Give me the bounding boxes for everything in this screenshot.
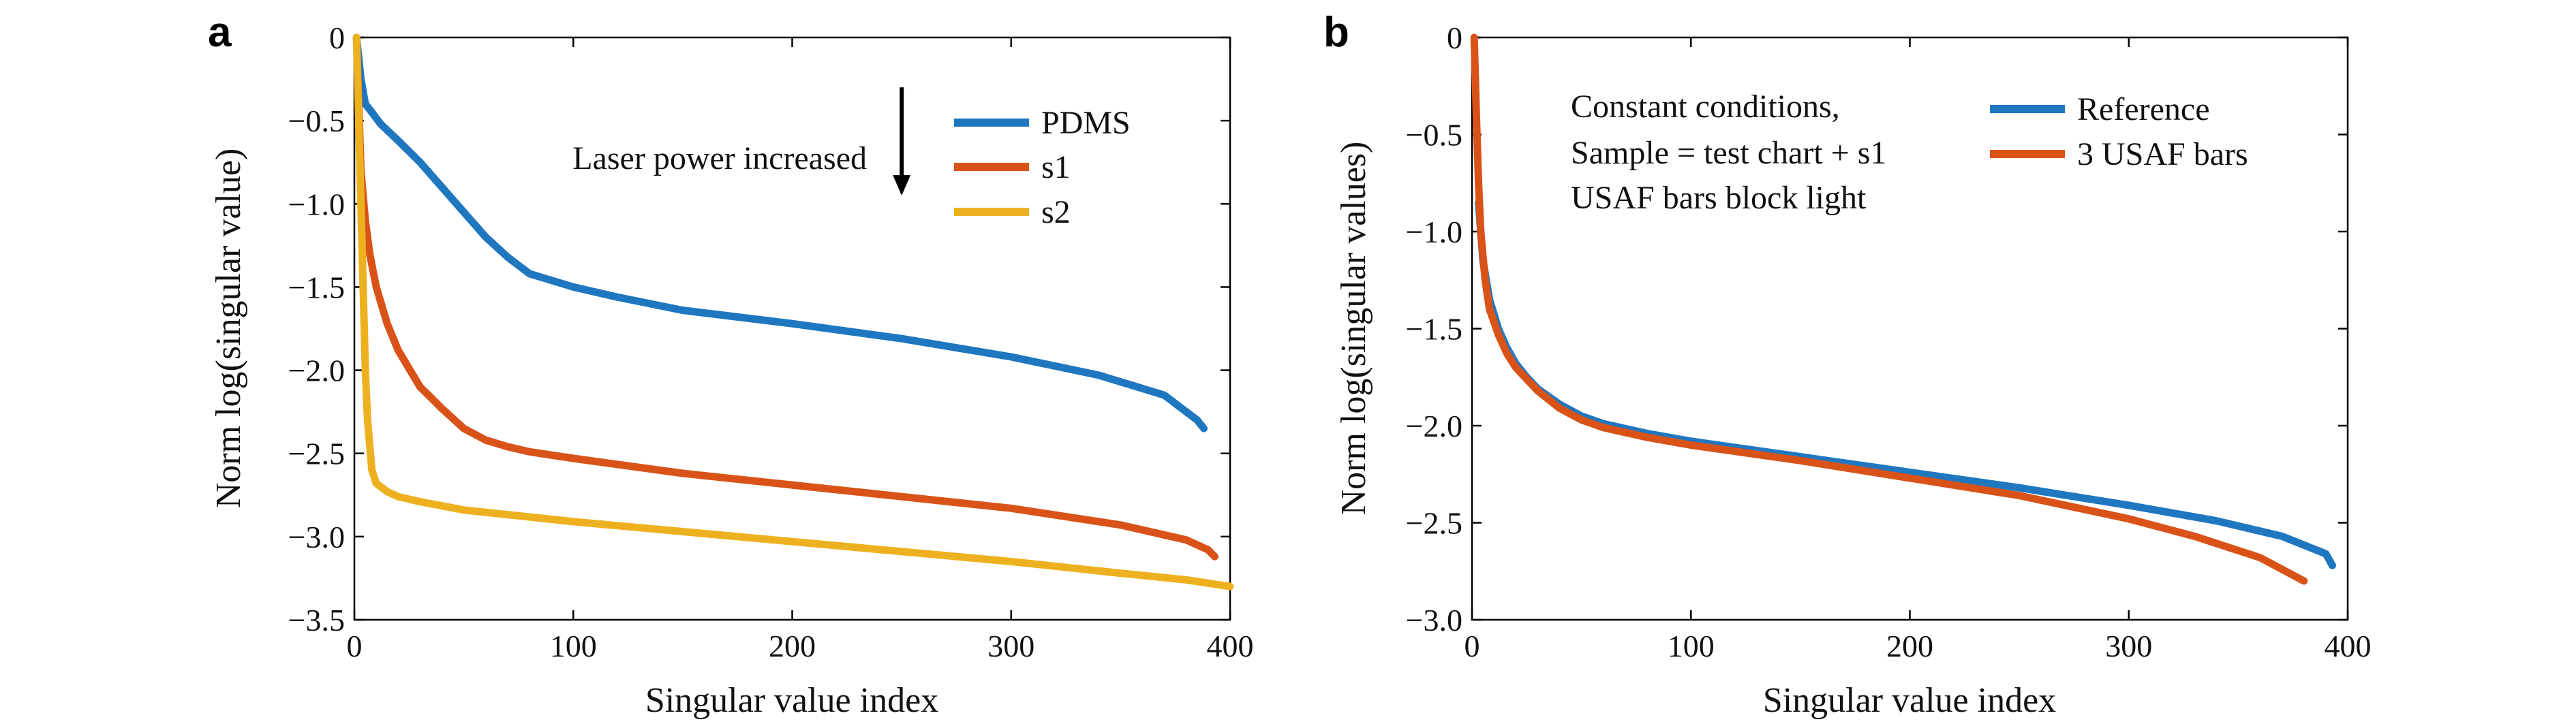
panel-b-series-line-3-usaf-bars [1470, 33, 2308, 585]
panel-b-x-tick-label: 300 [2105, 629, 2152, 663]
panel-b-annotation-line-3: USAF bars block light [1571, 180, 1867, 216]
panel-b-y-tick-label: −1.5 [1406, 312, 1462, 347]
panel-b-annotation-line-1: Constant conditions, [1571, 89, 1840, 125]
panel-b-series-line-reference [1475, 198, 2336, 569]
panel-a-annotation-arrow [893, 87, 911, 196]
panel-a-series [352, 33, 1234, 591]
panel-a-y-tick-label: −3.5 [288, 603, 345, 638]
panel-b-annotation-line-2: Sample = test chart + s1 [1571, 135, 1886, 171]
panel-b-y-tick-label: 0 [1447, 20, 1462, 55]
panel-b-y-tick-label: −0.5 [1406, 118, 1462, 153]
panel-b-x-axis-label: Singular value index [1763, 681, 2056, 720]
legend-item-s1: s1 [954, 149, 1071, 185]
panel-a-y-tick-label: 0 [329, 20, 345, 55]
legend-label-s1: s1 [1041, 149, 1071, 185]
legend-label-s2: s2 [1041, 194, 1071, 230]
panel-a-y-tick-label: −0.5 [288, 104, 345, 138]
legend-label-3-usaf-bars: 3 USAF bars [2077, 136, 2248, 172]
panel-a-y-tick-label: −3.0 [288, 520, 345, 554]
panel-a-y-tick-label: −1.0 [288, 187, 345, 221]
panel-a-series-line-s1 [352, 33, 1218, 561]
panel-a-y-axis-label: Norm log(singular value) [209, 148, 248, 509]
panel-a-y-tick-label: −2.5 [288, 437, 345, 471]
legend-label-pdms: PDMS [1041, 105, 1131, 141]
panel-b-y-tick-label: −2.0 [1406, 409, 1462, 443]
panel-a-x-tick-label: 200 [769, 629, 816, 663]
chart-panel-a: a 0 100 200 300 400 0 −0.5 −1.0 −1.5 −2.0 −2.5 −3.0… [208, 9, 1254, 720]
panel-b-y-tick-label: −2.5 [1406, 506, 1462, 541]
legend-item-reference: Reference [1990, 91, 2210, 127]
panel-b-plot-frame [1471, 36, 2349, 621]
panel-a-x-tick-label: 400 [1207, 629, 1254, 663]
panel-b-x-tick-label: 100 [1668, 629, 1715, 663]
panel-b-x-tick-label: 400 [2325, 629, 2372, 663]
panel-b-ticks: 0 100 200 300 400 0 −0.5 −1.0 −1.5 −2.0 −2.5 −3.0 [1406, 20, 2372, 663]
panel-b-x-tick-label: 0 [1465, 629, 1480, 663]
panel-a-x-tick-label: 0 [347, 629, 363, 663]
panel-b-annotation: Constant conditions, Sample = test chart… [1571, 89, 1886, 216]
legend-item-3-usaf-bars: 3 USAF bars [1990, 136, 2248, 172]
panel-b-y-tick-label: −3.0 [1406, 603, 1462, 638]
panel-a-series-line-pdms [352, 33, 1208, 432]
panel-b-y-axis-label: Norm log(singular values) [1334, 142, 1373, 516]
legend-item-pdms: PDMS [954, 105, 1131, 141]
panel-a-x-tick-label: 100 [550, 629, 597, 663]
panel-a-y-tick-label: −1.5 [288, 270, 345, 304]
panel-a-x-axis-label: Singular value index [645, 681, 938, 720]
chart-panel-b: b 0 100 200 300 400 0 −0.5 −1.0 −1.5 −2.0 −2.5 −3.0… [1323, 9, 2372, 720]
panel-b-series [1470, 33, 2336, 585]
panel-b-x-tick-label: 200 [1886, 629, 1933, 663]
legend-item-s2: s2 [954, 194, 1071, 230]
legend-label-reference: Reference [2077, 91, 2210, 127]
panel-b-y-tick-label: −1.0 [1406, 215, 1462, 249]
panel-a-annotation-text: Laser power increased [572, 140, 867, 176]
panel-a-legend: PDMS s1 s2 [954, 105, 1131, 230]
panel-a-letter: a [208, 9, 232, 56]
panel-b-legend: Reference 3 USAF bars [1990, 91, 2248, 172]
panel-a-y-tick-label: −2.0 [288, 353, 345, 388]
panel-a-ticks: 0 100 200 300 400 0 −0.5 −1.0 −1.5 −2.0 −2.5 −3.0 −3… [288, 20, 1254, 663]
panel-a-series-line-s2 [352, 33, 1234, 591]
panel-a-x-tick-label: 300 [987, 629, 1034, 663]
panel-b-letter: b [1323, 9, 1349, 56]
